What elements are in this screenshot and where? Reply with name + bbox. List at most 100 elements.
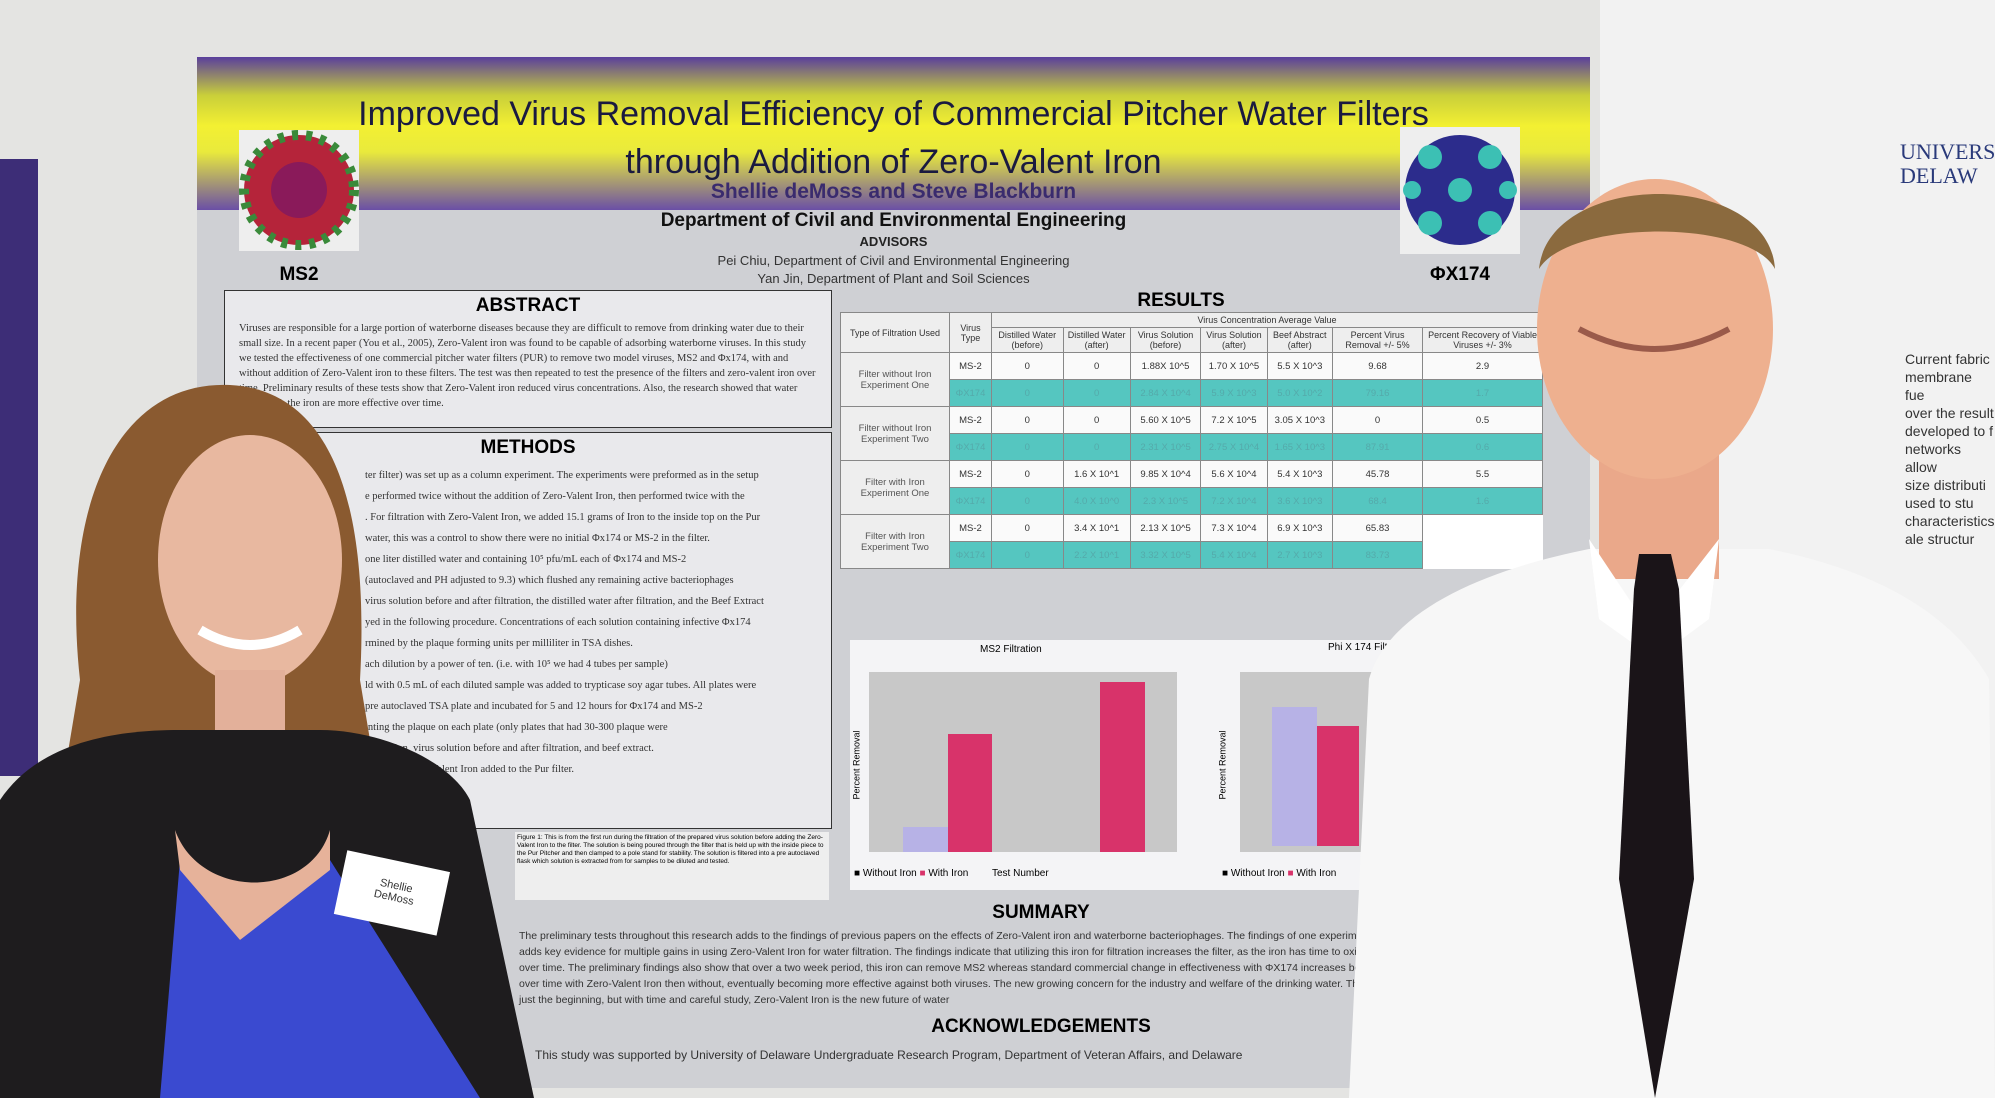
table-row: ΦX174 0 0 2.31 X 10^5 2.75 X 10^4 1.65 X 10^3… bbox=[841, 433, 1543, 461]
title-line: Improved Virus Removal Efficiency of Com… bbox=[358, 95, 1429, 133]
methods-line: r filtration, virus solution before and … bbox=[365, 743, 654, 754]
legend-entry: With Iron bbox=[1296, 868, 1337, 879]
title: Improved Virus Removal Efficiency of Com… bbox=[197, 90, 1590, 186]
bar bbox=[948, 734, 992, 852]
methods-line: yed in the following procedure. Concentr… bbox=[365, 617, 751, 628]
text-line: characteristics bbox=[1905, 513, 1995, 529]
figure-caption: Figure 1: This is from the first run dur… bbox=[515, 832, 829, 900]
methods-line: ach dilution by a power of ten. (i.e. wi… bbox=[365, 659, 668, 670]
methods-line: inting the plaque on each plate (only pl… bbox=[365, 722, 668, 733]
section-heading: ACKNOWLEDGEMENTS bbox=[931, 1016, 1151, 1037]
table-cell: ΦX174 bbox=[949, 433, 992, 461]
methods-line: virus solution before and after filtrati… bbox=[365, 596, 764, 607]
bar bbox=[1317, 726, 1359, 846]
table-row: Filter with Iron Experiment One MS-2 0 1.6 … bbox=[840, 460, 1543, 515]
table-cell: 83.73 bbox=[1331, 541, 1424, 569]
table-cell: 0 bbox=[991, 352, 1064, 380]
table-cell: 5.6 X 10^4 bbox=[1200, 460, 1268, 488]
table-cell: 65.83 bbox=[1331, 514, 1424, 542]
methods-line: (autoclaved and PH adjusted to 9.3) whic… bbox=[365, 575, 734, 586]
table-cell: 0 bbox=[1062, 352, 1131, 380]
legend: ■ Without Iron ■ With Iron bbox=[854, 868, 969, 879]
table-cell: 3.05 X 10^3 bbox=[1266, 406, 1333, 434]
text-line: used to stu bbox=[1905, 495, 1974, 511]
table-cell: MS-2 bbox=[949, 514, 992, 542]
chart-title: Phi X 174 Filtration bbox=[1328, 642, 1413, 653]
header-cell: Virus Type bbox=[949, 312, 992, 353]
methods-line: e performed twice without the addition o… bbox=[365, 491, 745, 502]
table-cell: ΦX174 bbox=[949, 541, 992, 569]
table-cell: 7.2 X 10^5 bbox=[1200, 406, 1268, 434]
image-label: ΦX174 bbox=[1430, 264, 1490, 285]
table-cell: 0 bbox=[991, 541, 1064, 569]
header-cell: Percent Virus Removal +/- 5% bbox=[1331, 327, 1424, 353]
text-line: networks allow bbox=[1905, 441, 1962, 475]
banner bbox=[197, 57, 1590, 210]
table-cell: 7.3 X 10^4 bbox=[1200, 514, 1268, 542]
table-cell: 87.91 bbox=[1331, 433, 1424, 461]
table-cell: 1.6 bbox=[1422, 487, 1543, 515]
abstract-text: Viruses are responsible for a large port… bbox=[239, 323, 816, 409]
bar bbox=[1100, 682, 1145, 852]
logo-line: UNIVERS bbox=[1900, 139, 1995, 164]
methods-line: rmined by the plaque forming units per m… bbox=[365, 638, 633, 649]
table-cell: 2.3 X 10^5 bbox=[1129, 487, 1202, 515]
table-row: ΦX174 0 2.2 X 10^1 3.32 X 10^5 5.4 X 10^4 2.7… bbox=[841, 541, 1543, 569]
table-cell: 2.9 bbox=[1422, 352, 1543, 380]
advisor: Pei Chiu, Department of Civil and Enviro… bbox=[717, 253, 1070, 268]
bar bbox=[903, 827, 948, 852]
methods-line: ter filter) was set up as a column exper… bbox=[365, 470, 759, 481]
table-cell: 0 bbox=[991, 487, 1064, 515]
group-label: Filter with Iron Experiment Two bbox=[840, 514, 950, 569]
legend-entry: Without Iron bbox=[1230, 868, 1285, 879]
methods-line: pre autoclaved TSA plate and incubated f… bbox=[365, 701, 703, 712]
table-cell: 5.60 X 10^5 bbox=[1129, 406, 1202, 434]
logo: UNIVERS DELAW bbox=[1900, 140, 1995, 188]
table-cell: MS-2 bbox=[949, 460, 992, 488]
methods-line: . For filtration with Zero-Valent Iron, … bbox=[365, 512, 761, 523]
image-label: MS2 bbox=[279, 264, 319, 285]
ack-text: This study was supported by University o… bbox=[535, 1048, 1243, 1062]
table-cell: 0 bbox=[991, 433, 1064, 461]
header-cell: Distilled Water (after) bbox=[1062, 327, 1131, 353]
group-label: Filter without Iron Experiment One bbox=[840, 352, 950, 407]
table-cell: 2.75 X 10^4 bbox=[1200, 433, 1268, 461]
legend-entry: With Iron bbox=[928, 868, 969, 879]
y-label: Percent Removal bbox=[1217, 730, 1228, 800]
table-cell: 1.6 X 10^1 bbox=[1062, 460, 1131, 488]
table-row: ΦX174 0 4.0 X 10^0 2.3 X 10^5 7.2 X 10^4 3.6 … bbox=[841, 487, 1543, 515]
methods-line: nore with Zero-Valent Iron added to the … bbox=[365, 764, 575, 775]
summary-text: The preliminary tests throughout this re… bbox=[519, 930, 1377, 1006]
table-cell: 0 bbox=[1062, 433, 1131, 461]
table-cell: 9.68 bbox=[1331, 352, 1424, 380]
table-cell: 79.16 bbox=[1331, 379, 1424, 407]
header-cell: Distilled Water (before) bbox=[991, 327, 1064, 353]
advisors-heading: ADVISORS bbox=[859, 234, 928, 249]
table: Type of Filtration Used Virus Type Virus C… bbox=[840, 312, 1543, 569]
text-line: membrane fue bbox=[1905, 369, 1972, 403]
table-cell: 2.13 X 10^5 bbox=[1129, 514, 1202, 542]
table-row: Filter with Iron Experiment Two MS-2 0 3.4 … bbox=[840, 514, 1543, 569]
methods-text: ter filter) was set up as a column exper… bbox=[225, 459, 831, 780]
authors: Shellie deMoss and Steve Blackburn bbox=[710, 180, 1077, 203]
table-cell: 0 bbox=[1062, 379, 1131, 407]
right-poster-text: Current fabric membrane fue over the resul… bbox=[1905, 350, 1995, 548]
table-cell: ΦX174 bbox=[949, 487, 992, 515]
text-line: ale structur bbox=[1905, 531, 1975, 547]
table-cell: 2.31 X 10^5 bbox=[1129, 433, 1202, 461]
table-cell: 2.84 X 10^4 bbox=[1129, 379, 1202, 407]
legend: ■ Without Iron ■ With Iron bbox=[1222, 868, 1337, 879]
table-cell: 1.65 X 10^3 bbox=[1266, 433, 1333, 461]
table-cell: 9.85 X 10^4 bbox=[1129, 460, 1202, 488]
advisors: Pei Chiu, Department of Civil and Enviro… bbox=[197, 252, 1590, 288]
table-cell: MS-2 bbox=[949, 406, 992, 434]
table-cell: 1.70 X 10^5 bbox=[1200, 352, 1268, 380]
section-heading: SUMMARY bbox=[992, 902, 1090, 923]
section-heading: RESULTS bbox=[1137, 290, 1225, 311]
text-line: developed to f bbox=[1905, 423, 1993, 439]
table-row: Filter without Iron Experiment Two MS-2 0 0… bbox=[840, 406, 1543, 461]
table-row: Filter without Iron Experiment One MS-2 0 0… bbox=[840, 352, 1543, 407]
table-row: ΦX174 0 0 2.84 X 10^4 5.9 X 10^3 5.0 X 10^2 79… bbox=[841, 379, 1543, 407]
table-cell: 0 bbox=[991, 460, 1064, 488]
